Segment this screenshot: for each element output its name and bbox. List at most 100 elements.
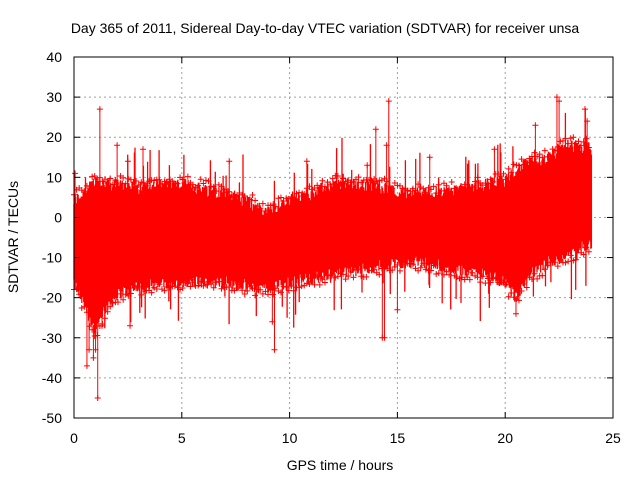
data-points	[71, 94, 593, 401]
edge-marker	[415, 181, 422, 188]
edge-marker	[205, 178, 212, 185]
edge-marker	[114, 179, 121, 186]
edge-marker	[528, 153, 535, 160]
edge-marker	[321, 279, 328, 286]
edge-marker	[81, 303, 88, 310]
edge-marker	[109, 181, 116, 188]
edge-marker	[202, 281, 209, 288]
edge-marker	[508, 169, 515, 176]
outlier-point	[271, 346, 278, 353]
x-tick-label: 0	[70, 430, 78, 446]
edge-marker	[296, 189, 303, 196]
y-tick-label: -40	[42, 370, 62, 386]
edge-marker	[306, 281, 313, 288]
edge-marker	[557, 138, 564, 145]
y-tick-label: -50	[42, 410, 62, 426]
edge-marker	[91, 172, 98, 179]
outlier-point	[512, 310, 519, 317]
outlier-point	[372, 126, 379, 133]
edge-marker	[239, 191, 246, 198]
edge-marker	[102, 176, 109, 183]
edge-marker	[492, 275, 499, 282]
edge-marker	[179, 285, 186, 292]
edge-marker	[262, 208, 269, 215]
edge-marker	[78, 304, 85, 311]
y-tick-label: 0	[54, 209, 62, 225]
outlier-point	[124, 158, 131, 165]
outlier-point	[86, 346, 93, 353]
edge-marker	[283, 195, 290, 202]
edge-marker	[484, 275, 491, 282]
outlier-point	[381, 334, 388, 341]
edge-marker	[552, 259, 559, 266]
edge-marker	[438, 264, 445, 271]
edge-marker	[585, 248, 592, 255]
edge-marker	[306, 183, 313, 190]
edge-marker	[350, 178, 357, 185]
edge-marker	[164, 284, 171, 291]
edge-marker	[487, 279, 494, 286]
edge-marker	[389, 185, 396, 192]
edge-marker	[544, 262, 551, 269]
outlier-point	[553, 94, 560, 101]
edge-marker	[469, 183, 476, 190]
edge-marker	[233, 285, 240, 292]
edge-marker	[151, 177, 158, 184]
edge-marker	[257, 286, 264, 293]
edge-marker	[143, 182, 150, 189]
edge-marker	[505, 293, 512, 300]
edge-marker	[311, 281, 318, 288]
edge-marker	[345, 272, 352, 279]
edge-marker	[117, 290, 124, 297]
edge-marker	[184, 280, 191, 287]
edge-marker	[404, 187, 411, 194]
edge-marker	[265, 291, 272, 298]
edge-marker	[580, 251, 587, 258]
edge-marker	[314, 182, 321, 189]
edge-marker	[321, 183, 328, 190]
edge-marker	[316, 281, 323, 288]
outlier-point	[127, 322, 134, 329]
outlier-point	[426, 154, 433, 161]
edge-marker	[365, 264, 372, 271]
edge-marker	[120, 174, 127, 181]
edge-marker	[580, 138, 587, 145]
outlier-point	[394, 306, 401, 313]
edge-marker	[376, 177, 383, 184]
edge-marker	[420, 185, 427, 192]
chart-title: Day 365 of 2011, Sidereal Day-to-day VTE…	[71, 20, 580, 36]
edge-marker	[541, 266, 548, 273]
edge-marker	[417, 264, 424, 271]
edge-marker	[187, 283, 194, 290]
edge-marker	[497, 178, 504, 185]
edge-marker	[415, 267, 422, 274]
edge-marker	[446, 271, 453, 278]
edge-marker	[378, 177, 385, 184]
edge-marker	[583, 135, 590, 142]
edge-marker	[288, 283, 295, 290]
edge-marker	[200, 282, 207, 289]
edge-marker	[78, 187, 85, 194]
edge-marker	[440, 180, 447, 187]
edge-marker	[241, 290, 248, 297]
edge-marker	[435, 181, 442, 188]
edge-marker	[327, 181, 334, 188]
edge-marker	[197, 176, 204, 183]
outlier-point	[364, 162, 371, 169]
edge-marker	[140, 288, 147, 295]
edge-marker	[399, 258, 406, 265]
edge-marker	[541, 147, 548, 154]
outlier-point	[72, 170, 79, 177]
edge-marker	[197, 278, 204, 285]
edge-marker	[215, 278, 222, 285]
y-tick-label: -30	[42, 330, 62, 346]
edge-marker	[490, 274, 497, 281]
x-tick-label: 20	[497, 430, 513, 446]
edge-marker	[231, 287, 238, 294]
edge-marker	[544, 153, 551, 160]
edge-marker	[244, 287, 251, 294]
outlier-point	[581, 106, 588, 113]
edge-marker	[347, 269, 354, 276]
outlier-point	[90, 354, 97, 361]
edge-marker	[334, 173, 341, 180]
